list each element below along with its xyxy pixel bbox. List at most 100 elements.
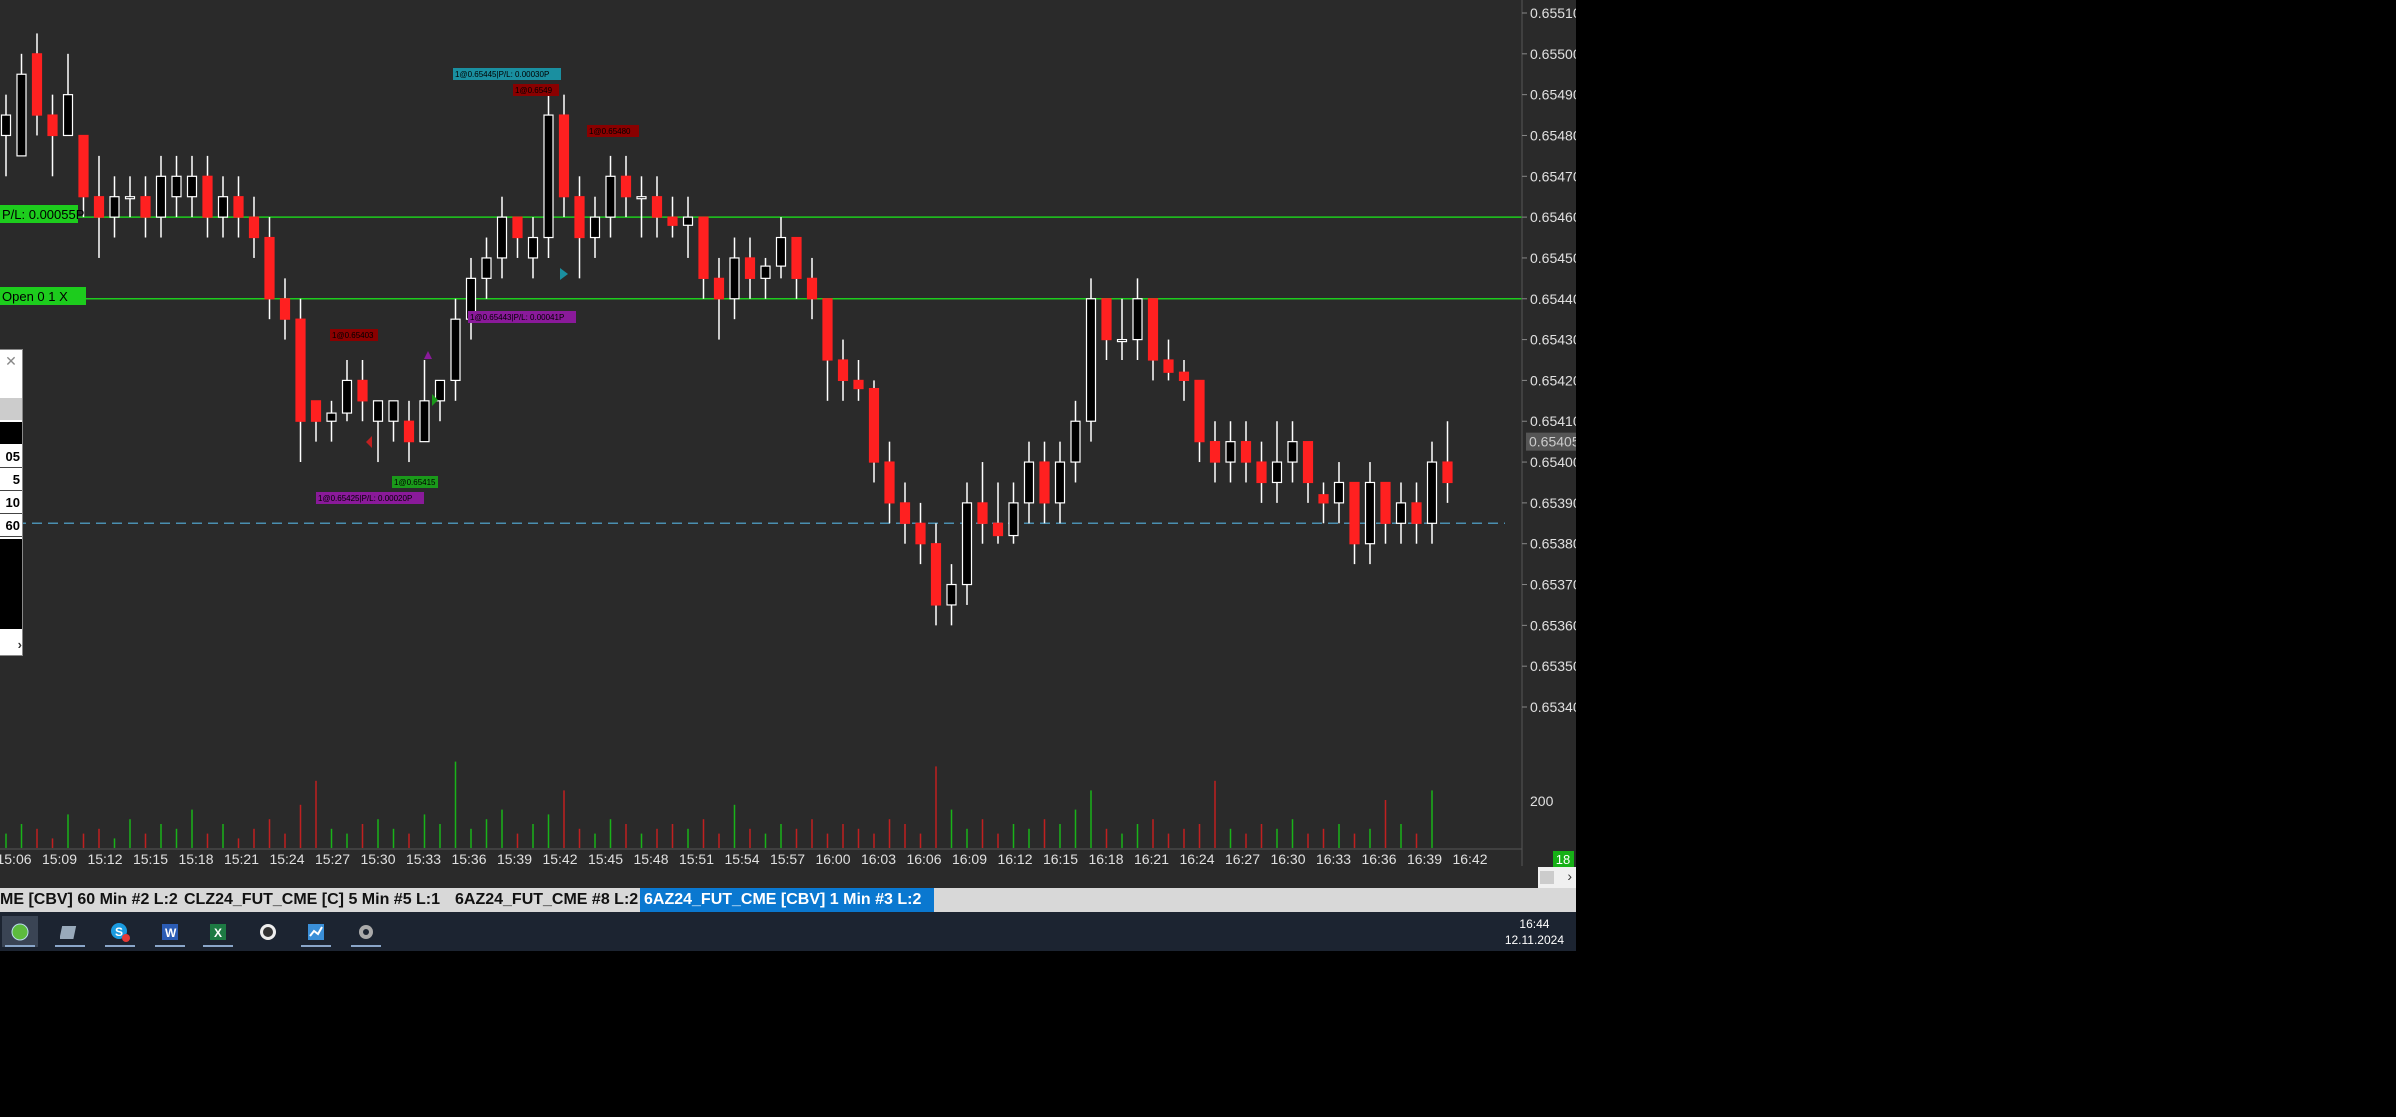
candle-up <box>217 196 229 218</box>
candle-down <box>140 196 151 218</box>
panel-row-4[interactable]: 60 <box>0 515 22 537</box>
time-tick-label: 16:24 <box>1179 851 1214 867</box>
candle-up <box>946 583 957 606</box>
candle-down <box>264 236 275 300</box>
price-tick-label: 0.65340 <box>1530 699 1576 715</box>
svg-text:S: S <box>115 925 123 939</box>
candle-down <box>698 216 709 279</box>
panel-row-3[interactable]: 10 <box>0 492 22 514</box>
close-icon[interactable]: ✕ <box>5 353 17 369</box>
candle-up <box>682 216 694 226</box>
candle-down <box>248 216 260 239</box>
skype-icon[interactable]: S <box>102 916 138 947</box>
candle-down <box>295 318 306 422</box>
candle-up <box>1271 461 1283 484</box>
chart-tab-1[interactable]: ME [CBV] 60 Min #2 L:2 <box>0 891 178 908</box>
price-tick-label: 0.65430 <box>1530 332 1576 348</box>
candle-down <box>837 359 849 382</box>
candle-down <box>279 298 291 320</box>
candle-up <box>1070 420 1081 463</box>
windows-taskbar: S W X 16:44 12.11.2024 <box>0 912 1576 951</box>
obs-icon[interactable] <box>250 916 286 947</box>
time-tick-label: 15:36 <box>451 851 486 867</box>
time-tick-label: 16:27 <box>1225 851 1260 867</box>
trade-label-text: 1@0.65415 <box>394 478 436 487</box>
price-tick-label: 0.65420 <box>1530 372 1576 388</box>
time-tick-label: 16:00 <box>815 851 850 867</box>
time-tick-label: 15:51 <box>679 851 714 867</box>
chevron-right-icon[interactable]: › <box>17 637 22 652</box>
panel-row-2[interactable]: 5 <box>0 469 22 491</box>
candle-down <box>1240 441 1252 463</box>
candle-up <box>961 502 973 586</box>
candle-down <box>357 379 368 402</box>
execution-marker <box>432 394 438 406</box>
trading-window: P/L: 0.00055P Open 0 1 X 1@0.65445|P/L: 0.… <box>0 0 1576 951</box>
candle-down <box>992 522 1004 537</box>
excel-icon[interactable]: X <box>200 916 236 947</box>
candle-down <box>899 502 911 524</box>
candle-up <box>1008 502 1019 537</box>
horizontal-scrollbar[interactable]: › <box>1538 867 1576 888</box>
price-tick-label: 0.65490 <box>1530 87 1576 103</box>
time-tick-label: 16:18 <box>1088 851 1123 867</box>
gear-app-icon[interactable] <box>348 916 384 947</box>
candle-down <box>1194 379 1205 443</box>
trade-label-text: 1@0.65443|P/L: 0.00041P <box>470 313 564 322</box>
chart-tab-4-active[interactable]: 6AZ24_FUT_CME [CBV] 1 Min #3 L:2 <box>640 888 934 912</box>
time-tick-label: 16:42 <box>1452 851 1487 867</box>
trade-label-text: 1@0.65445|P/L: 0.00030P <box>455 70 549 79</box>
candle-down <box>1380 481 1391 524</box>
taskbar-clock[interactable]: 16:44 12.11.2024 <box>1505 916 1564 948</box>
candle-up <box>1132 298 1143 341</box>
candle-down <box>202 175 213 218</box>
chart-tab-2[interactable]: CLZ24_FUT_CME [C] 5 Min #5 L:1 <box>184 891 441 908</box>
current-price-label: 0.65405 <box>1529 434 1576 450</box>
candle-up <box>326 412 337 422</box>
word-icon[interactable]: W <box>152 916 188 947</box>
candle-down <box>620 175 632 198</box>
folder-icon[interactable] <box>52 916 88 947</box>
candle-up <box>171 175 182 198</box>
globe-icon[interactable] <box>2 916 38 947</box>
candle-up <box>1085 298 1097 422</box>
candle-down <box>233 196 244 218</box>
candlestick-chart[interactable]: P/L: 0.00055P Open 0 1 X 1@0.65445|P/L: 0.… <box>0 0 1576 951</box>
trade-label-box <box>468 311 576 323</box>
candle-down <box>1411 502 1422 524</box>
candle-down <box>1318 494 1329 504</box>
panel-row-1[interactable]: 05 <box>0 446 22 468</box>
countdown-badge <box>1553 851 1574 867</box>
price-tick-label: 0.65350 <box>1530 658 1576 674</box>
chart-tab-3[interactable]: 6AZ24_FUT_CME #8 L:2 <box>455 891 639 908</box>
candle-up <box>450 318 461 382</box>
candle-up <box>0 114 12 137</box>
candle-down <box>1442 461 1453 484</box>
candle-down <box>1039 461 1050 504</box>
current-price-box <box>1526 432 1576 451</box>
price-tick-label: 0.65410 <box>1530 413 1576 429</box>
candle-up <box>434 379 446 402</box>
chart-app-icon[interactable] <box>298 916 334 947</box>
chevron-right-icon[interactable]: › <box>1567 868 1572 884</box>
price-tick-label: 0.65360 <box>1530 617 1576 633</box>
candle-up <box>1287 441 1298 463</box>
clock-time: 16:44 <box>1519 917 1550 931</box>
candle-up <box>1364 481 1376 545</box>
trade-label-box <box>587 125 639 137</box>
trade-label-box <box>330 329 378 341</box>
candle-up <box>589 216 601 239</box>
candle-down <box>93 196 105 218</box>
candle-down <box>667 216 678 226</box>
candle-up <box>605 175 616 218</box>
price-tick-label: 0.65440 <box>1530 291 1576 307</box>
candle-up <box>729 257 740 300</box>
trade-label-box <box>453 68 561 80</box>
candle-up <box>527 236 539 259</box>
candle-down <box>651 196 663 218</box>
time-tick-label: 15:33 <box>406 851 441 867</box>
scroll-thumb[interactable] <box>1540 871 1554 884</box>
candle-down <box>930 543 942 606</box>
chart-trader-panel[interactable]: ✕ 05 5 10 60 › <box>0 349 23 656</box>
candle-down <box>744 257 756 279</box>
